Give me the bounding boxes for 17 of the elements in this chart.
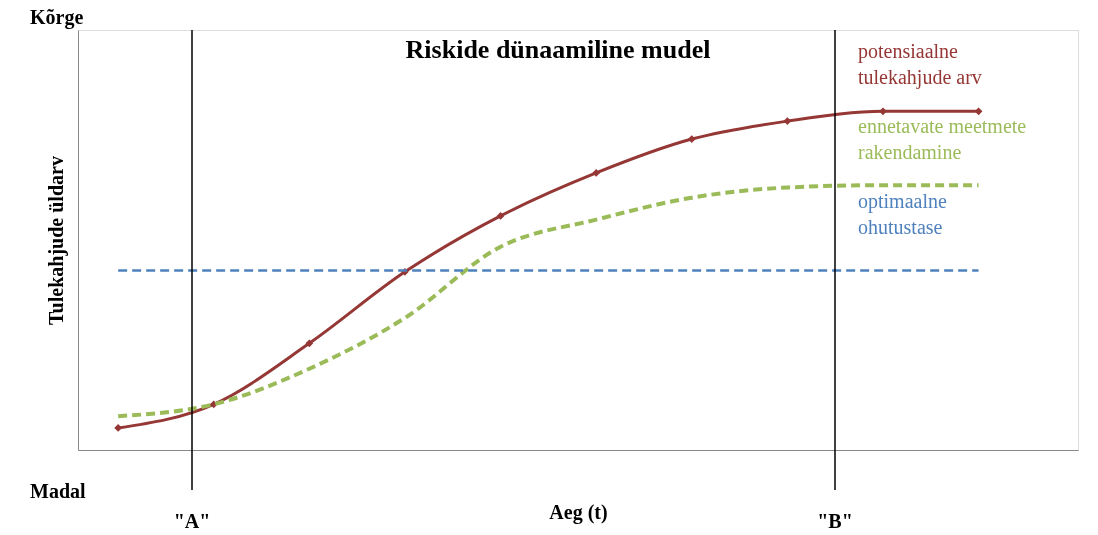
x-axis-title: Aeg (t) (549, 500, 608, 524)
text: Kõrge (30, 6, 84, 29)
point (687, 135, 696, 143)
text: "A" (173, 510, 211, 532)
point (592, 169, 601, 177)
chart-title: Riskide dünaamiline mudel (405, 35, 711, 64)
series-label: optimaalne ohutustase (858, 190, 947, 238)
series-label: ennetavate meetmete rakendamine (858, 115, 1027, 163)
series-label: potensiaalne tulekahjude arv (858, 40, 982, 89)
y-axis-title: Tulekahjude üldarv (44, 156, 68, 325)
point (783, 117, 792, 125)
point (496, 212, 505, 220)
point (974, 107, 983, 116)
text: "B" (817, 510, 853, 532)
text: Madal (30, 480, 86, 502)
point (879, 107, 887, 116)
point (305, 339, 314, 348)
